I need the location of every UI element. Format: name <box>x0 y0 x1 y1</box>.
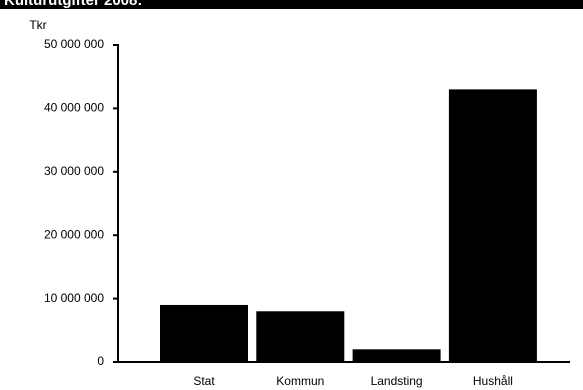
bar <box>448 89 537 362</box>
y-tick-label: 30 000 000 <box>44 164 104 178</box>
y-tick-label: 40 000 000 <box>44 101 104 115</box>
y-axis-label: Tkr <box>29 18 46 32</box>
header-band <box>0 0 583 9</box>
bar <box>256 311 345 362</box>
y-tick-label: 50 000 000 <box>44 37 104 51</box>
x-tick-label: Stat <box>193 374 215 388</box>
x-tick-label: Hushåll <box>473 374 513 388</box>
bar <box>352 349 441 362</box>
y-tick-label: 10 000 000 <box>44 291 104 305</box>
y-tick-label: 0 <box>97 354 104 368</box>
x-tick-label: Landsting <box>371 374 423 388</box>
bar <box>160 304 248 362</box>
x-tick-label: Kommun <box>276 374 324 388</box>
y-tick-label: 20 000 000 <box>44 227 104 241</box>
chart-title: Kulturutgifter 2008: <box>4 0 142 9</box>
